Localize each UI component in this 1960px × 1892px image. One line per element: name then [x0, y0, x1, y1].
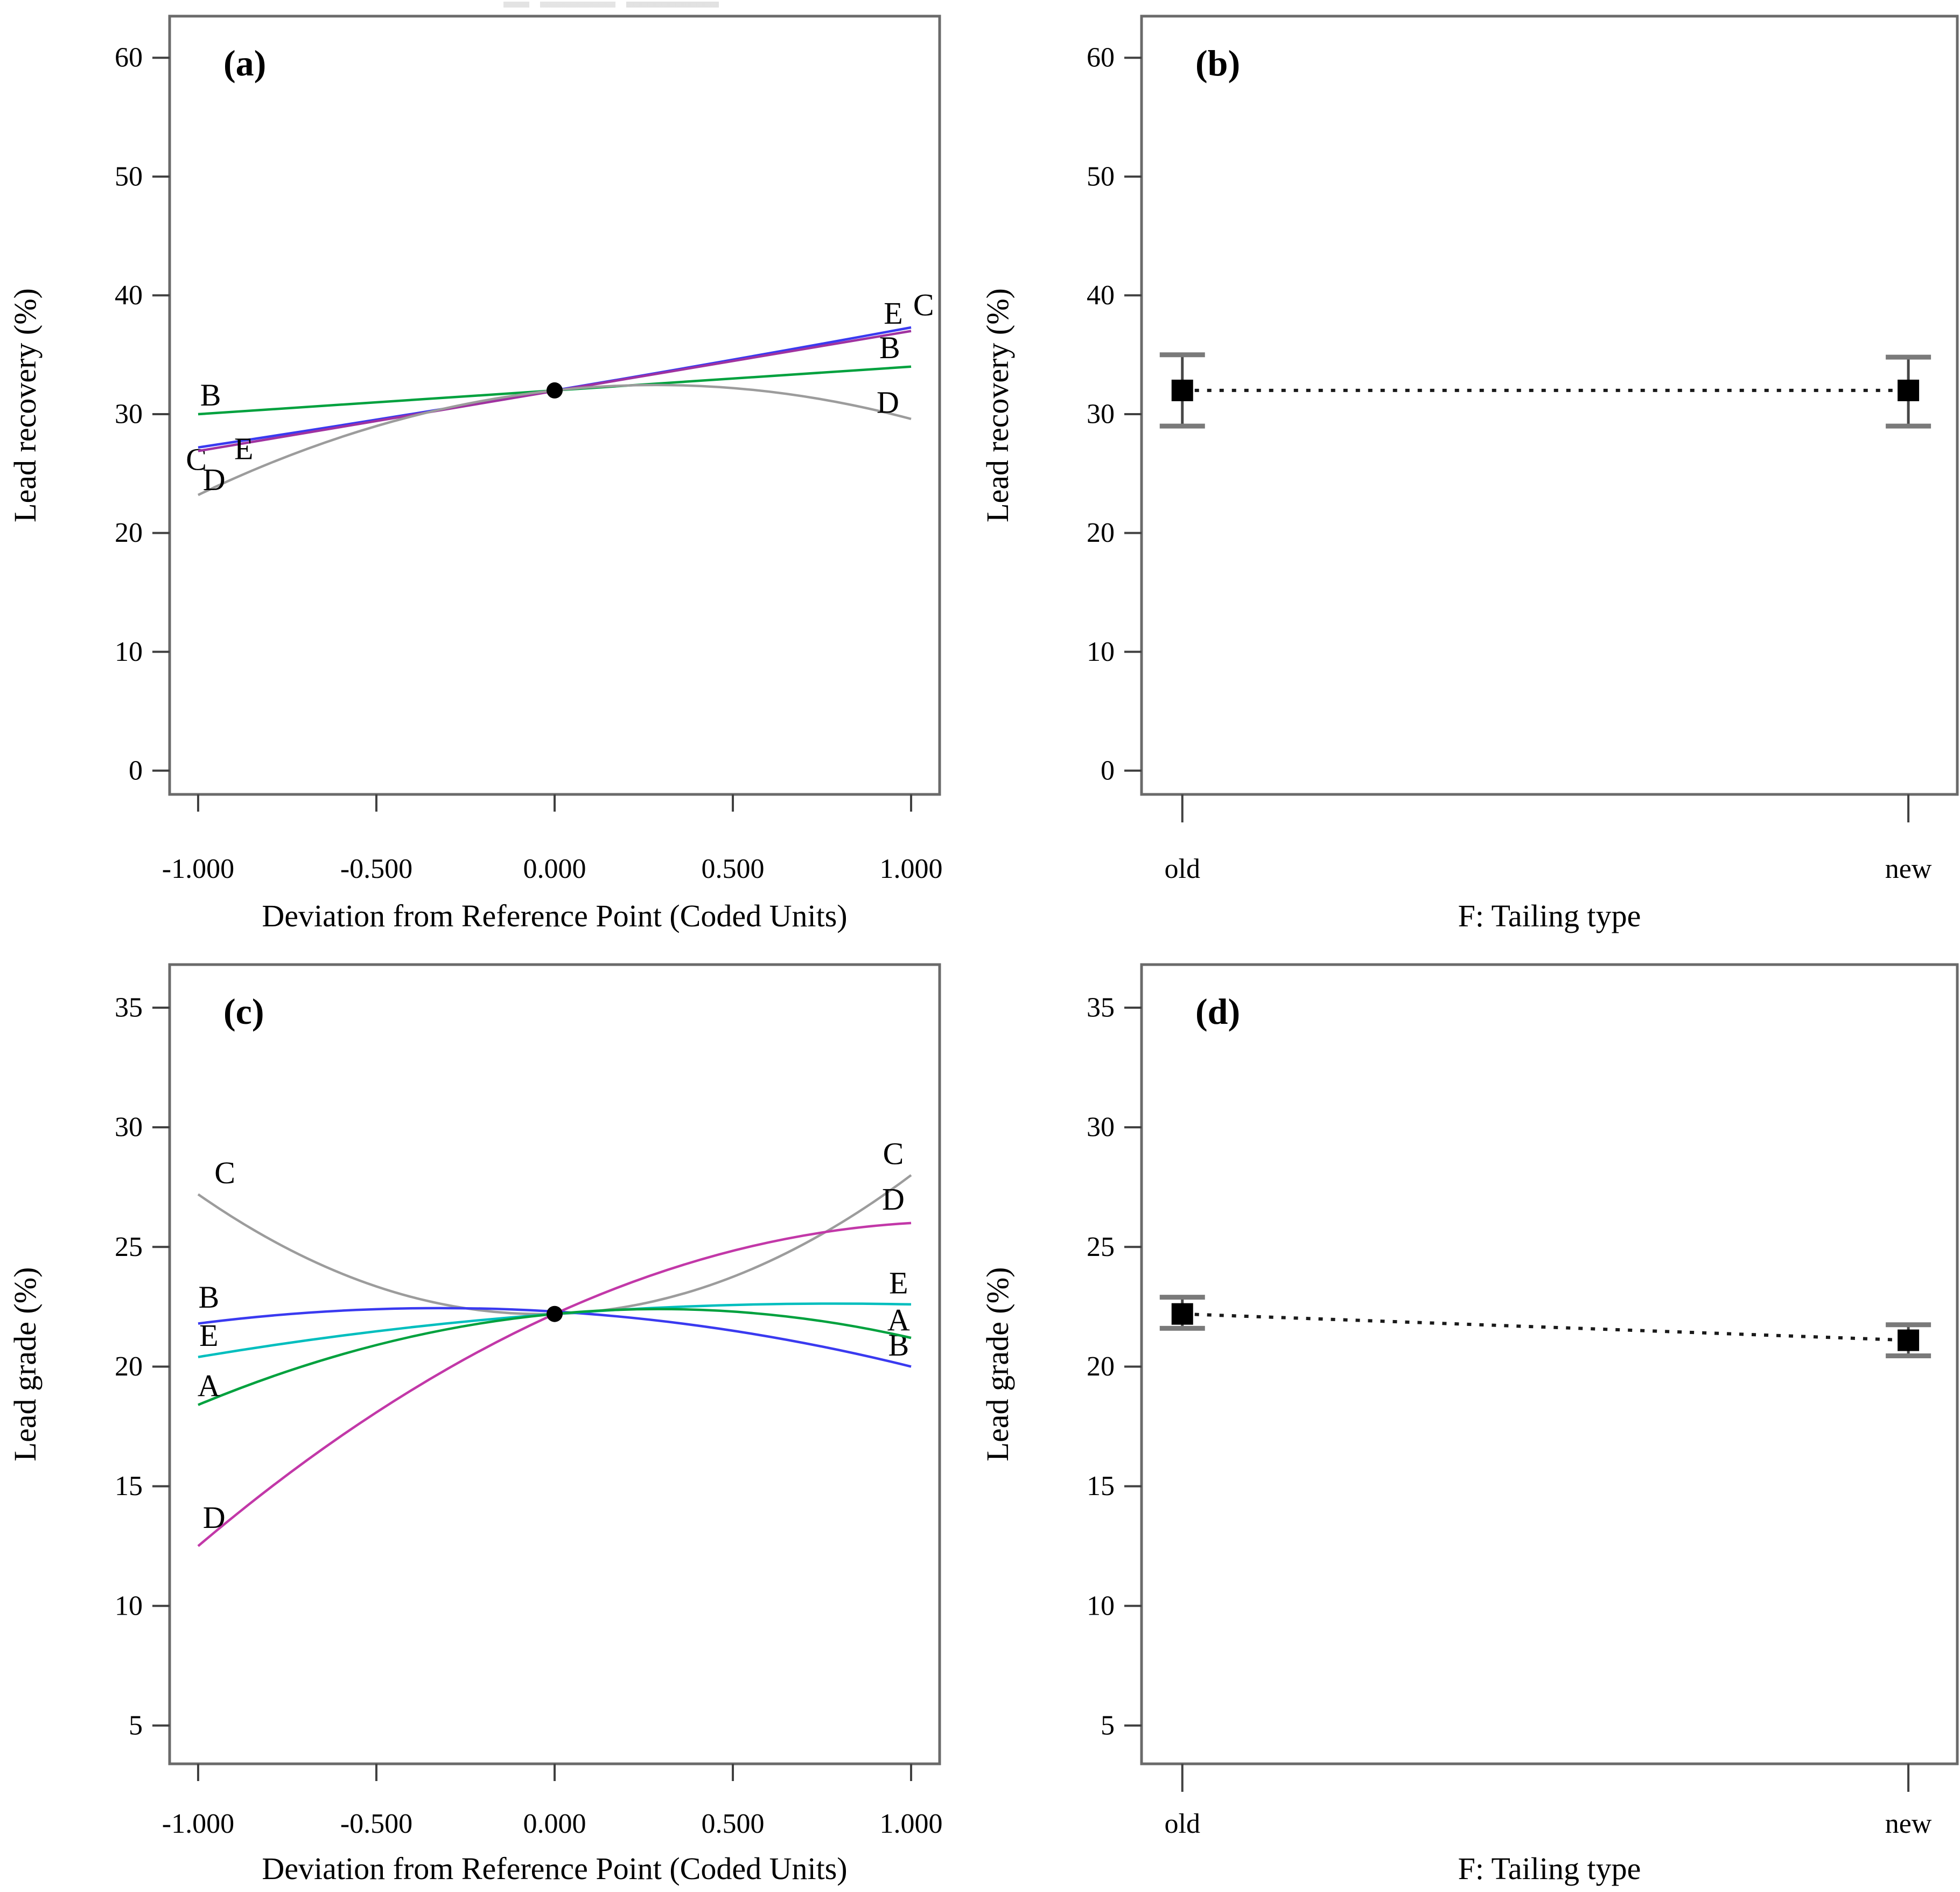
x-category-label: new	[1885, 854, 1932, 884]
plot-frame	[168, 963, 941, 1765]
reference-point-dot	[547, 382, 563, 399]
series-C-label-right: C	[883, 1136, 904, 1171]
y-tick-label: 0	[1101, 755, 1115, 786]
y-tick-label: 25	[1087, 1232, 1115, 1262]
x-tick-label: 0.000	[523, 1809, 586, 1839]
y-tick-label: 40	[1087, 280, 1115, 311]
y-tick-label: 5	[129, 1710, 143, 1741]
panel-d-chart: 5 10 15 20 25 30 35 old new F: Tailing type Lead g…	[980, 963, 1959, 1886]
data-point-square	[1898, 379, 1920, 401]
panel-c: 5 10 15 20 25 30 35 -1.000 -0.500 0.000 0.500 1.000…	[0, 946, 980, 1892]
y-axis-title: Lead recovery (%)	[8, 288, 43, 522]
series-C-label-right: C	[913, 288, 934, 323]
y-tick-label: 10	[115, 637, 143, 667]
x-tick-label: 0.500	[702, 854, 765, 884]
x-tick-label: 1.000	[880, 1809, 943, 1839]
y-tick-label: 30	[1087, 1112, 1115, 1143]
series-A-label-right: A	[887, 1302, 910, 1337]
x-tick-label: -1.000	[162, 854, 234, 884]
y-tick-label: 60	[1087, 43, 1115, 73]
y-axis-title: Lead recovery (%)	[980, 288, 1015, 522]
panel-tag: (c)	[223, 991, 264, 1032]
data-point-square	[1898, 1329, 1920, 1351]
x-axis-title: Deviation from Reference Point (Coded Un…	[262, 898, 847, 933]
series-D-line	[197, 1221, 912, 1547]
y-tick-label: 50	[1087, 161, 1115, 192]
series-D-label-right: D	[882, 1182, 905, 1217]
panel-d: 5 10 15 20 25 30 35 old new F: Tailing type Lead g…	[980, 946, 1960, 1892]
x-tick-label: 1.000	[880, 854, 943, 884]
series-D-line	[197, 383, 912, 497]
y-tick-label: 30	[115, 399, 143, 430]
y-axis-title: Lead grade (%)	[8, 1267, 43, 1462]
y-tick-label: 15	[115, 1471, 143, 1502]
x-category-label: new	[1885, 1809, 1932, 1839]
x-tick-label: 0.500	[702, 1809, 765, 1839]
panel-b-chart: 0 10 20 30 40 50 60 old new F: Tailing type Lead r…	[980, 15, 1959, 933]
data-point-square	[1171, 1303, 1193, 1325]
panel-a: 0 10 20 30 40 50 60 -1.000 -0.500 0.000 0.500 1.000…	[0, 0, 980, 946]
y-tick-label: 30	[115, 1112, 143, 1143]
series-A-label-left: A	[198, 1368, 220, 1403]
y-tick-label: 5	[1101, 1710, 1115, 1741]
y-axis-title: Lead grade (%)	[980, 1267, 1015, 1462]
panel-b: 0 10 20 30 40 50 60 old new F: Tailing type Lead r…	[980, 0, 1960, 946]
series-E-label-left: E	[199, 1318, 218, 1353]
y-tick-label: 0	[129, 755, 143, 786]
plot-frame	[1140, 963, 1959, 1765]
x-tick-label: -0.500	[340, 854, 412, 884]
y-tick-label: 20	[1087, 1351, 1115, 1382]
y-tick-label: 35	[1087, 992, 1115, 1023]
series-E-label-left: E	[234, 431, 253, 466]
y-tick-label: 60	[115, 43, 143, 73]
series-D-label-right: D	[877, 385, 899, 420]
y-tick-label: 15	[1087, 1471, 1115, 1502]
series-C-line	[197, 1174, 912, 1316]
cropped-text-artifact	[503, 2, 719, 8]
series-C-label-left: C	[186, 442, 207, 477]
series-D-label-left: D	[203, 462, 226, 497]
series-C-label-left: C	[214, 1155, 235, 1190]
x-category-label: old	[1165, 854, 1200, 884]
panel-a-chart: 0 10 20 30 40 50 60 -1.000 -0.500 0.000 0.500 1.000…	[8, 15, 943, 933]
panel-tag: (d)	[1195, 991, 1240, 1032]
plot-frame	[168, 15, 941, 796]
x-category-label: old	[1165, 1809, 1200, 1839]
interaction-dotted-line	[1182, 1312, 1909, 1342]
series-B-label-left: B	[198, 1280, 219, 1315]
y-tick-label: 10	[1087, 1590, 1115, 1621]
y-tick-label: 30	[1087, 399, 1115, 430]
panel-tag: (a)	[223, 43, 266, 83]
y-tick-label: 10	[1087, 637, 1115, 667]
y-tick-label: 20	[115, 1351, 143, 1382]
y-tick-label: 20	[115, 518, 143, 548]
x-tick-label: 0.000	[523, 854, 586, 884]
x-tick-label: -1.000	[162, 1809, 234, 1839]
y-tick-label: 50	[115, 161, 143, 192]
panel-c-chart: 5 10 15 20 25 30 35 -1.000 -0.500 0.000 0.500 1.000…	[8, 963, 943, 1886]
series-E-label-right: E	[884, 296, 902, 331]
data-point-square	[1171, 379, 1193, 401]
plot-frame	[1140, 15, 1959, 796]
x-axis-title: F: Tailing type	[1458, 1851, 1641, 1886]
panel-tag: (b)	[1195, 43, 1240, 83]
y-tick-label: 10	[115, 1590, 143, 1621]
x-axis-title: Deviation from Reference Point (Coded Un…	[262, 1851, 847, 1886]
reference-point-dot	[547, 1305, 563, 1322]
y-tick-label: 20	[1087, 518, 1115, 548]
y-tick-label: 35	[115, 992, 143, 1023]
y-tick-label: 25	[115, 1232, 143, 1262]
series-E-label-right: E	[889, 1265, 908, 1300]
x-axis-title: F: Tailing type	[1458, 898, 1641, 933]
x-tick-label: -0.500	[340, 1809, 412, 1839]
y-tick-label: 40	[115, 280, 143, 311]
series-D-label-left: D	[203, 1500, 226, 1535]
series-B-label-left: B	[200, 378, 221, 413]
series-A-line	[198, 1308, 912, 1406]
